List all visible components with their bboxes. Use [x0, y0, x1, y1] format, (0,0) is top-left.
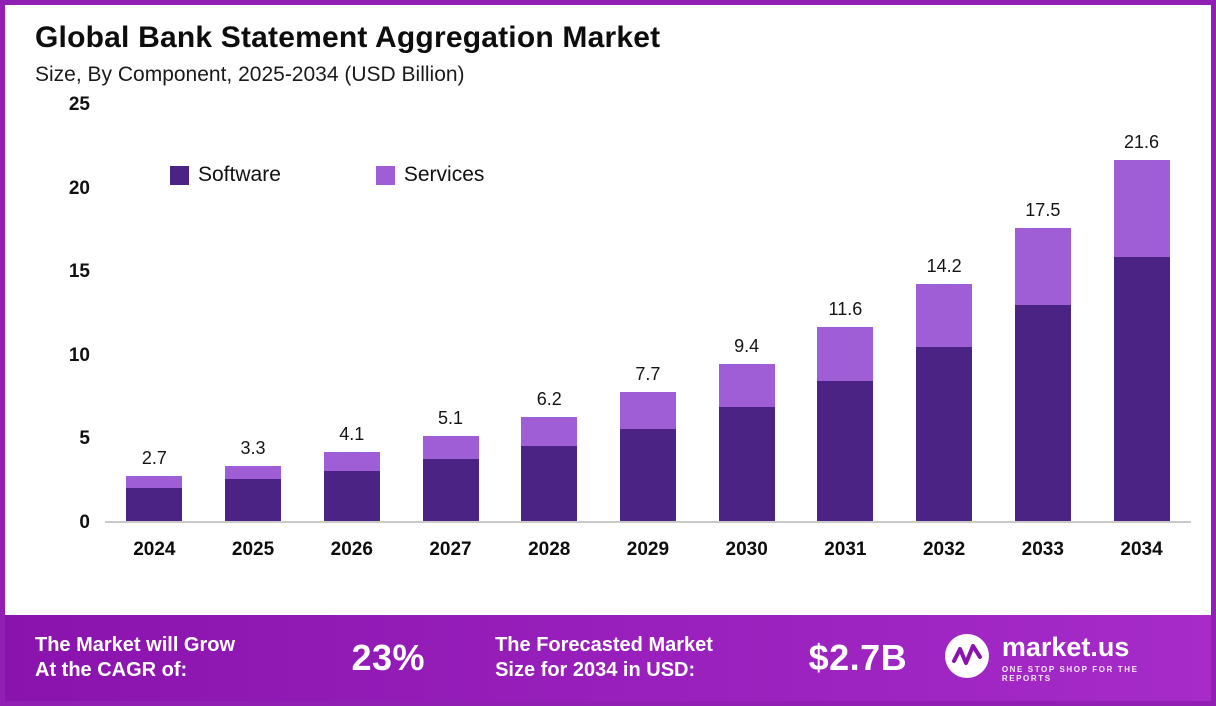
software-swatch-icon — [170, 165, 189, 185]
bar-total-label: 6.2 — [536, 389, 562, 410]
cagr-label: The Market will Grow At the CAGR of: — [35, 633, 321, 683]
y-tick-10: 10 — [68, 344, 90, 366]
legend-item-services: Services — [375, 163, 485, 187]
forecast-value: $2.7B — [808, 637, 908, 678]
bar-segment-software — [916, 347, 973, 521]
bar-segment-software — [225, 479, 282, 521]
x-label-2028: 2028 — [528, 539, 571, 560]
bar-total-label: 17.5 — [1025, 200, 1061, 221]
cagr-label-line1: The Market will Grow — [35, 634, 236, 656]
y-axis: 0 5 10 15 20 25 — [35, 94, 90, 533]
forecast-label-line1: The Forecasted Market — [495, 634, 713, 656]
chart-area: 0 5 10 15 20 25 2.7 3.3 4.1 5.1 6.2 7.7 9.4 11.6 14.2… — [5, 94, 1211, 533]
bar-total-label: 9.4 — [734, 335, 760, 356]
chart-legend: Software Services — [170, 163, 484, 187]
bar-group-2030: 9.4 — [698, 336, 796, 521]
x-label-2030: 2030 — [725, 539, 768, 560]
bar-group-2034: 21.6 — [1093, 132, 1191, 521]
cagr-value: 23% — [351, 637, 426, 678]
y-tick-0: 0 — [79, 512, 90, 533]
page-title: Global Bank Statement Aggregation Market — [35, 21, 661, 54]
bar-total-label: 11.6 — [828, 299, 863, 320]
bar-total-label: 3.3 — [240, 437, 266, 458]
bar-segment-software — [817, 380, 874, 521]
bar-total-label: 5.1 — [437, 407, 464, 428]
bar-segment-services — [718, 363, 775, 408]
bar-group-2029: 7.7 — [599, 364, 697, 521]
bar-segment-software — [718, 407, 775, 521]
legend-label-services: Services — [403, 163, 485, 186]
y-tick-25: 25 — [68, 94, 90, 115]
bar-segment-software — [619, 429, 676, 521]
y-tick-20: 20 — [68, 177, 90, 199]
bar-group-2028: 6.2 — [500, 389, 598, 521]
footer-banner: The Market will Grow At the CAGR of: 23%… — [5, 615, 1211, 701]
bar-segment-services — [916, 283, 973, 348]
bar-segment-services — [619, 392, 676, 430]
x-label-2031: 2031 — [824, 539, 867, 560]
bar-segment-software — [1113, 256, 1170, 521]
x-label-2029: 2029 — [626, 539, 670, 560]
bar-total-label: 14.2 — [926, 255, 962, 276]
brand-text: market.us ONE STOP SHOP FOR THE REPORTS — [1001, 631, 1181, 683]
bar-group-2025: 3.3 — [204, 438, 302, 521]
x-label-2025: 2025 — [231, 539, 275, 560]
legend-item-software: Software — [170, 163, 281, 187]
x-label-2024: 2024 — [133, 539, 176, 560]
x-label-2033: 2033 — [1021, 539, 1064, 560]
bar-total-label: 7.7 — [635, 364, 661, 385]
bar-group-2031: 11.6 — [797, 299, 895, 521]
x-label-2034: 2034 — [1120, 539, 1163, 560]
bar-group-2027: 5.1 — [402, 408, 500, 521]
x-label-2032: 2032 — [922, 539, 966, 560]
bar-segment-software — [422, 459, 479, 521]
forecast-label-line2: Size for 2034 in USD: — [495, 659, 696, 681]
forecast-label: The Forecasted Market Size for 2034 in U… — [455, 633, 772, 683]
brand-tagline: ONE STOP SHOP FOR THE REPORTS — [1001, 664, 1139, 683]
bar-segment-software — [521, 445, 578, 521]
y-tick-5: 5 — [79, 428, 90, 450]
bar-segment-services — [817, 327, 874, 381]
x-label-2027: 2027 — [429, 539, 472, 560]
bar-group-2026: 4.1 — [303, 424, 401, 521]
legend-label-software: Software — [198, 163, 281, 186]
bar-total-label: 4.1 — [339, 424, 365, 445]
bar-segment-software — [1014, 305, 1071, 521]
services-swatch-icon — [375, 165, 395, 185]
bar-plot: 2.7 3.3 4.1 5.1 6.2 7.7 9.4 11.6 14.2 17.5 21.6 — [105, 105, 1191, 523]
bar-segment-services — [323, 452, 380, 471]
bar-segment-software — [126, 487, 183, 521]
page-subtitle: Size, By Component, 2025-2034 (USD Billi… — [35, 63, 465, 86]
bar-segment-services — [225, 465, 282, 480]
bar-total-label: 2.7 — [141, 447, 167, 468]
y-tick-15: 15 — [68, 261, 90, 283]
bar-group-2033: 17.5 — [994, 200, 1092, 521]
chart-header: Global Bank Statement Aggregation Market… — [5, 5, 1211, 91]
bar-segment-services — [1014, 228, 1071, 306]
bar-segment-services — [1113, 159, 1170, 257]
x-label-2026: 2026 — [330, 539, 373, 560]
cagr-label-line2: At the CAGR of: — [35, 659, 188, 681]
bar-segment-services — [126, 475, 183, 488]
bar-total-label: 21.6 — [1124, 131, 1160, 152]
bar-group-2024: 2.7 — [105, 448, 203, 521]
brand-name: market.us — [1001, 631, 1130, 662]
bar-segment-services — [521, 417, 578, 446]
bar-segment-services — [422, 435, 479, 460]
brand-logo: market.us ONE STOP SHOP FOR THE REPORTS — [944, 633, 1181, 684]
bar-segment-software — [323, 470, 380, 521]
x-axis-labels: 2024 2025 2026 2027 2028 2029 2030 2031 2032 2033… — [5, 539, 1211, 561]
bar-group-2032: 14.2 — [895, 256, 993, 521]
marketus-logo-icon — [944, 633, 990, 684]
